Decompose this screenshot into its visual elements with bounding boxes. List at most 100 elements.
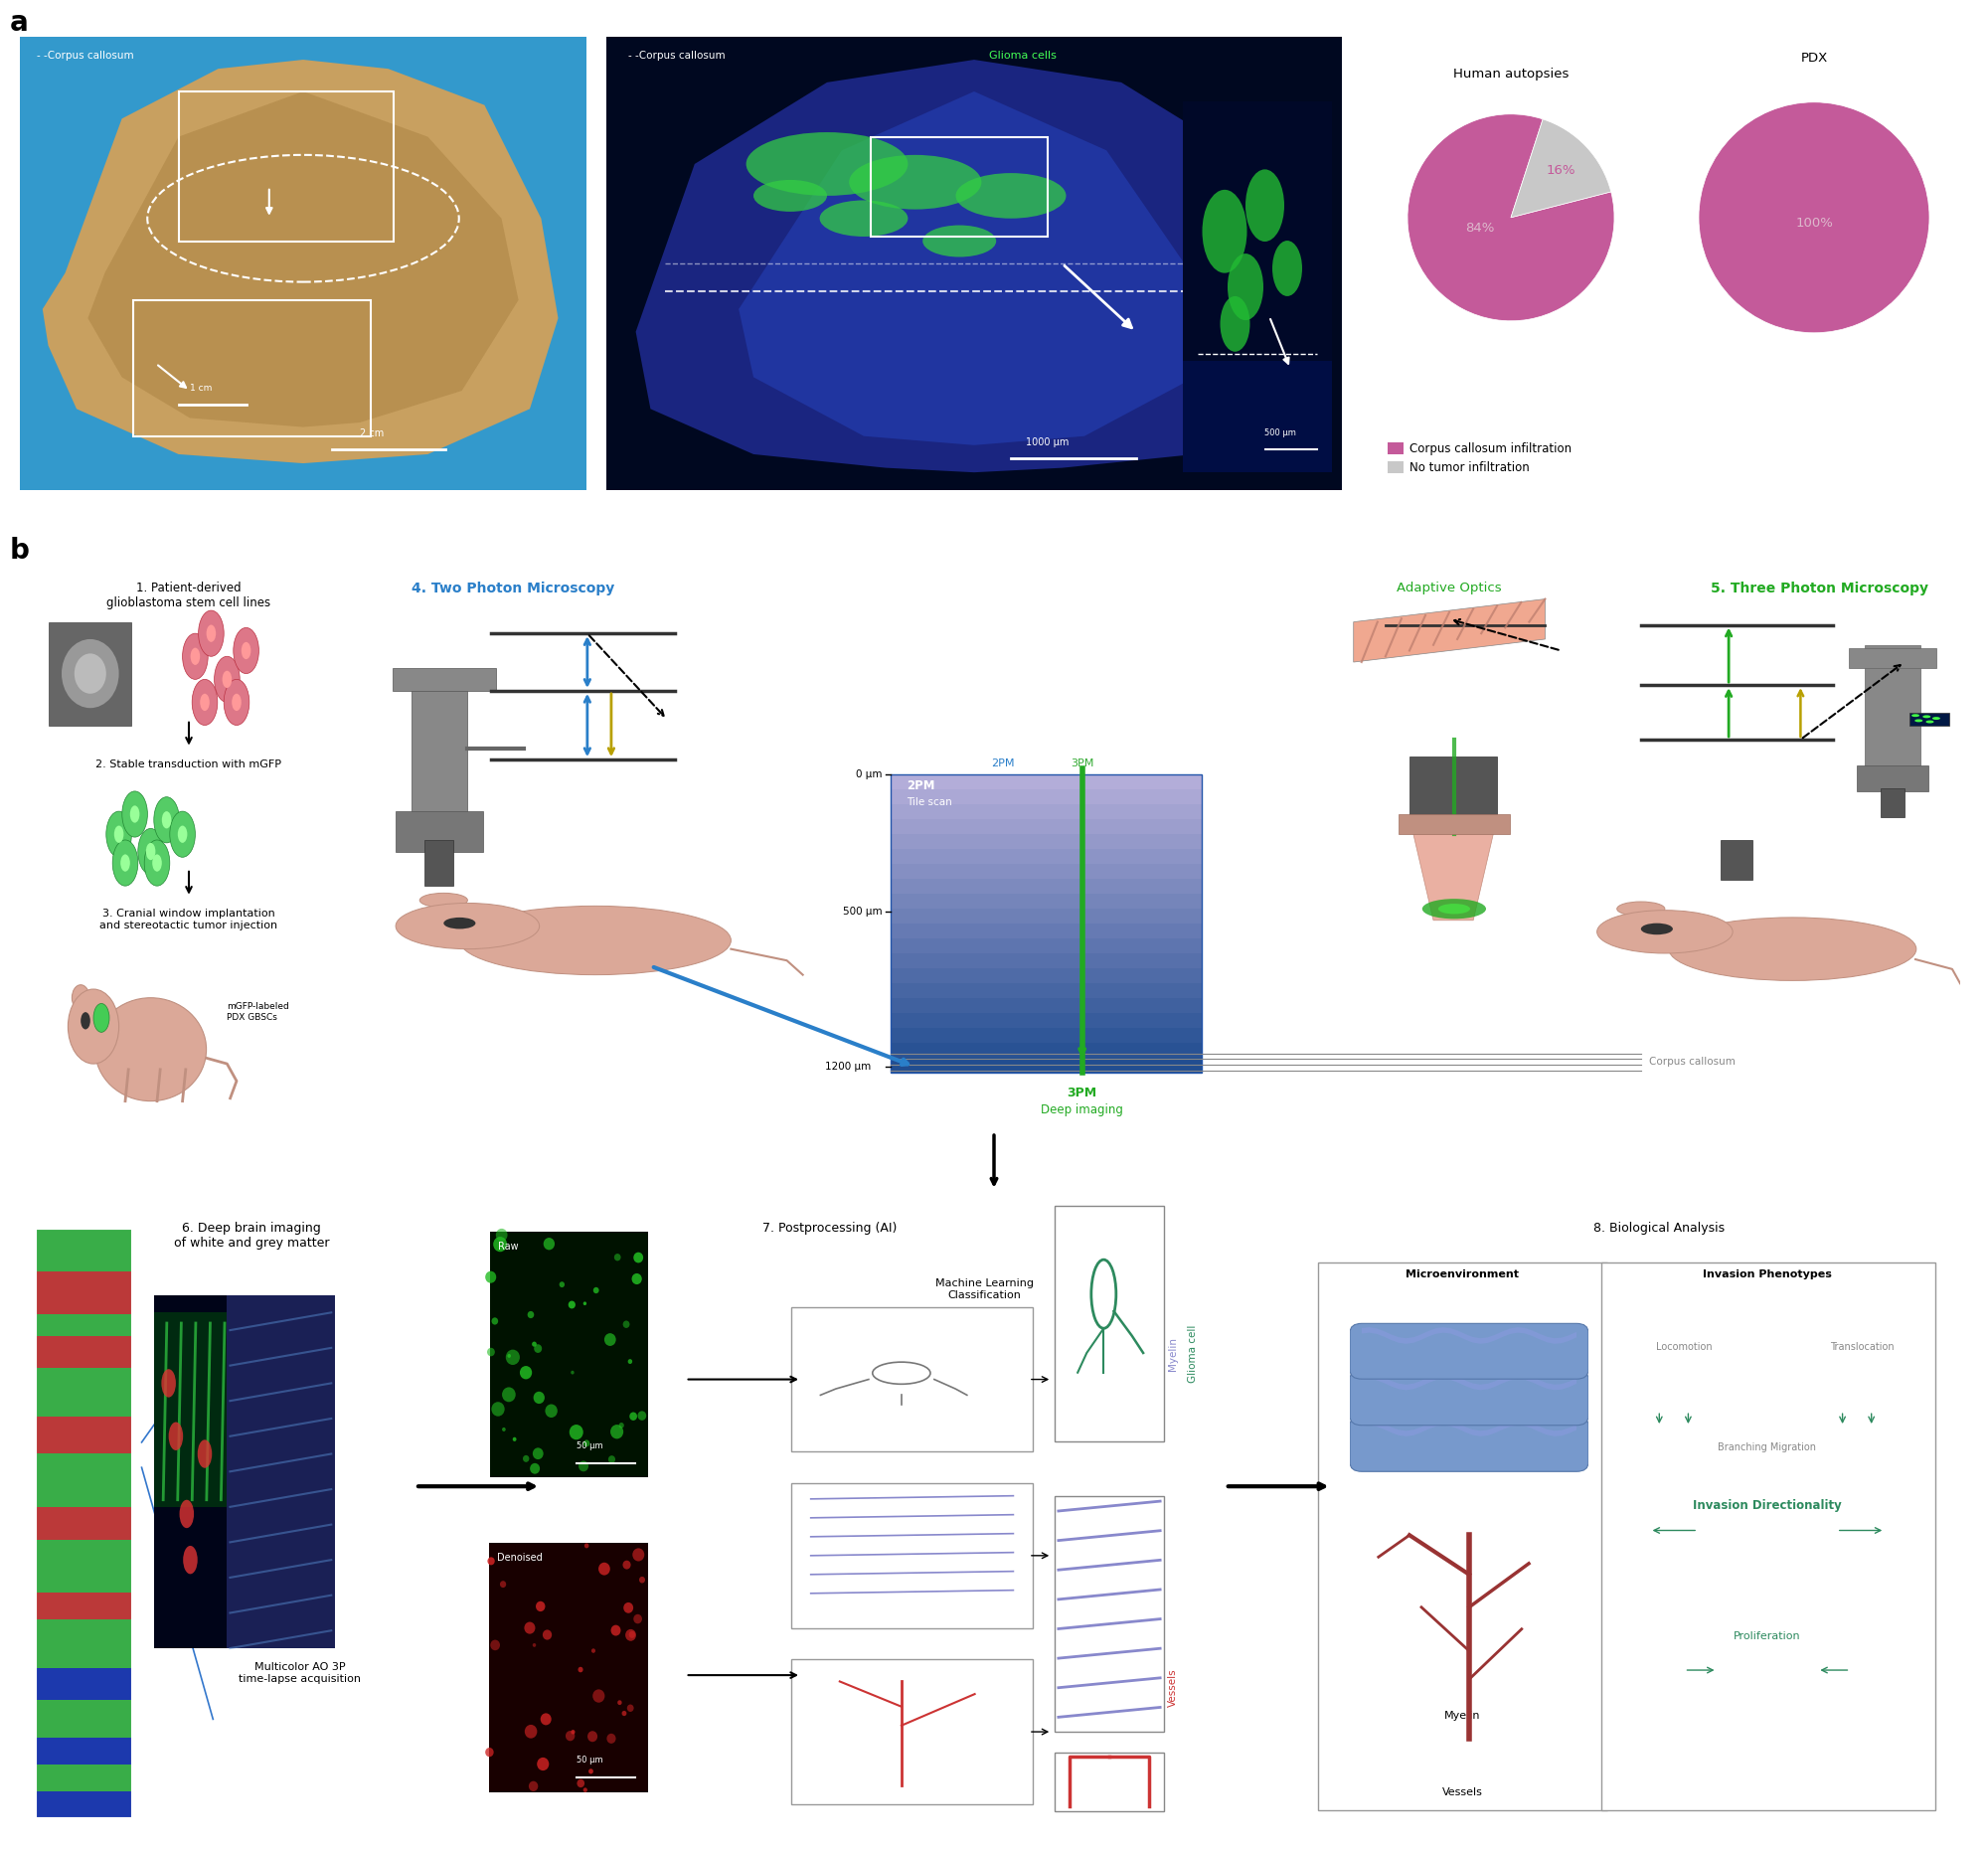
FancyBboxPatch shape <box>1056 1205 1163 1442</box>
Ellipse shape <box>584 1544 588 1547</box>
Ellipse shape <box>569 1425 582 1440</box>
Ellipse shape <box>491 1401 505 1416</box>
Bar <box>1409 757 1497 816</box>
Ellipse shape <box>559 1281 565 1288</box>
Ellipse shape <box>622 1320 630 1327</box>
Text: Invasion Directionality: Invasion Directionality <box>1694 1499 1841 1512</box>
Bar <box>891 1042 1203 1057</box>
Ellipse shape <box>493 1236 507 1251</box>
Text: Myelin: Myelin <box>1169 1336 1179 1372</box>
Circle shape <box>105 811 131 857</box>
Ellipse shape <box>499 1581 507 1588</box>
Circle shape <box>1926 720 1934 724</box>
Bar <box>227 1296 334 1647</box>
Bar <box>891 953 1203 968</box>
Ellipse shape <box>487 1557 495 1566</box>
Bar <box>50 622 131 726</box>
Title: PDX: PDX <box>1801 52 1827 65</box>
Circle shape <box>1922 714 1930 718</box>
FancyBboxPatch shape <box>1056 1496 1163 1733</box>
Circle shape <box>153 798 179 842</box>
Circle shape <box>82 1012 89 1029</box>
Ellipse shape <box>598 1562 610 1575</box>
Circle shape <box>191 648 201 665</box>
Bar <box>36 1314 131 1336</box>
Circle shape <box>199 611 225 657</box>
Ellipse shape <box>1596 911 1734 953</box>
Bar <box>891 864 1203 879</box>
Ellipse shape <box>513 1436 517 1442</box>
Bar <box>1722 840 1753 879</box>
Text: 1200 μm: 1200 μm <box>825 1062 871 1072</box>
Circle shape <box>183 1546 197 1573</box>
Polygon shape <box>42 59 559 463</box>
Ellipse shape <box>531 1462 541 1473</box>
Polygon shape <box>740 91 1209 446</box>
Bar <box>891 774 1203 789</box>
Bar <box>489 1231 648 1477</box>
Ellipse shape <box>606 1734 616 1744</box>
Ellipse shape <box>922 226 996 257</box>
Title: Human autopsies: Human autopsies <box>1453 68 1569 81</box>
Ellipse shape <box>537 1601 545 1612</box>
Text: Branching Migration: Branching Migration <box>1718 1442 1817 1453</box>
Text: 3PM: 3PM <box>1068 1087 1097 1099</box>
Text: 3. Cranial window implantation
and stereotactic tumor injection: 3. Cranial window implantation and stere… <box>99 909 278 931</box>
Circle shape <box>193 679 217 726</box>
Circle shape <box>183 633 209 679</box>
Ellipse shape <box>849 155 982 209</box>
FancyBboxPatch shape <box>791 1658 1032 1805</box>
Circle shape <box>169 811 195 857</box>
Bar <box>36 1668 131 1699</box>
Ellipse shape <box>507 1353 511 1359</box>
Bar <box>133 300 372 437</box>
Ellipse shape <box>630 1412 636 1420</box>
Ellipse shape <box>582 1301 586 1305</box>
Bar <box>36 1540 131 1594</box>
Text: Deep imaging: Deep imaging <box>1042 1103 1123 1116</box>
Text: Locomotion: Locomotion <box>1656 1342 1712 1351</box>
Ellipse shape <box>1437 903 1469 914</box>
Bar <box>891 879 1203 894</box>
Ellipse shape <box>503 1386 515 1401</box>
Ellipse shape <box>571 1370 575 1373</box>
Text: 7. Postprocessing (AI): 7. Postprocessing (AI) <box>763 1222 897 1235</box>
FancyBboxPatch shape <box>1318 1262 1606 1810</box>
Bar <box>36 1699 131 1738</box>
FancyBboxPatch shape <box>791 1307 1032 1451</box>
Bar <box>891 1012 1203 1027</box>
Ellipse shape <box>527 1311 535 1318</box>
Bar <box>891 998 1203 1012</box>
Text: a: a <box>10 9 28 37</box>
Circle shape <box>121 790 147 837</box>
Ellipse shape <box>525 1621 535 1634</box>
Ellipse shape <box>632 1547 644 1560</box>
Bar <box>1865 644 1920 772</box>
Circle shape <box>201 694 209 711</box>
Ellipse shape <box>618 1701 622 1705</box>
Text: Invasion Phenotypes: Invasion Phenotypes <box>1704 1270 1831 1279</box>
Circle shape <box>223 670 233 689</box>
Ellipse shape <box>537 1757 549 1771</box>
Text: 500 μm: 500 μm <box>1264 428 1296 437</box>
Wedge shape <box>1698 102 1928 333</box>
Circle shape <box>1640 924 1672 935</box>
Bar <box>392 668 497 690</box>
Ellipse shape <box>569 1301 575 1309</box>
Bar <box>1398 814 1511 835</box>
Ellipse shape <box>68 988 119 1064</box>
Text: mGFP-labeled
PDX GBSCs: mGFP-labeled PDX GBSCs <box>227 1003 290 1022</box>
Circle shape <box>113 826 123 842</box>
Circle shape <box>93 1003 109 1033</box>
Text: 1000 μm: 1000 μm <box>1026 437 1070 448</box>
Ellipse shape <box>543 1238 555 1249</box>
Ellipse shape <box>62 639 119 707</box>
Circle shape <box>1932 716 1940 720</box>
Ellipse shape <box>487 1348 495 1357</box>
Text: Translocation: Translocation <box>1829 1342 1895 1351</box>
Ellipse shape <box>582 1788 586 1792</box>
Ellipse shape <box>753 180 827 211</box>
Ellipse shape <box>491 1640 501 1651</box>
Text: 500 μm: 500 μm <box>843 907 883 916</box>
Ellipse shape <box>533 1447 543 1459</box>
